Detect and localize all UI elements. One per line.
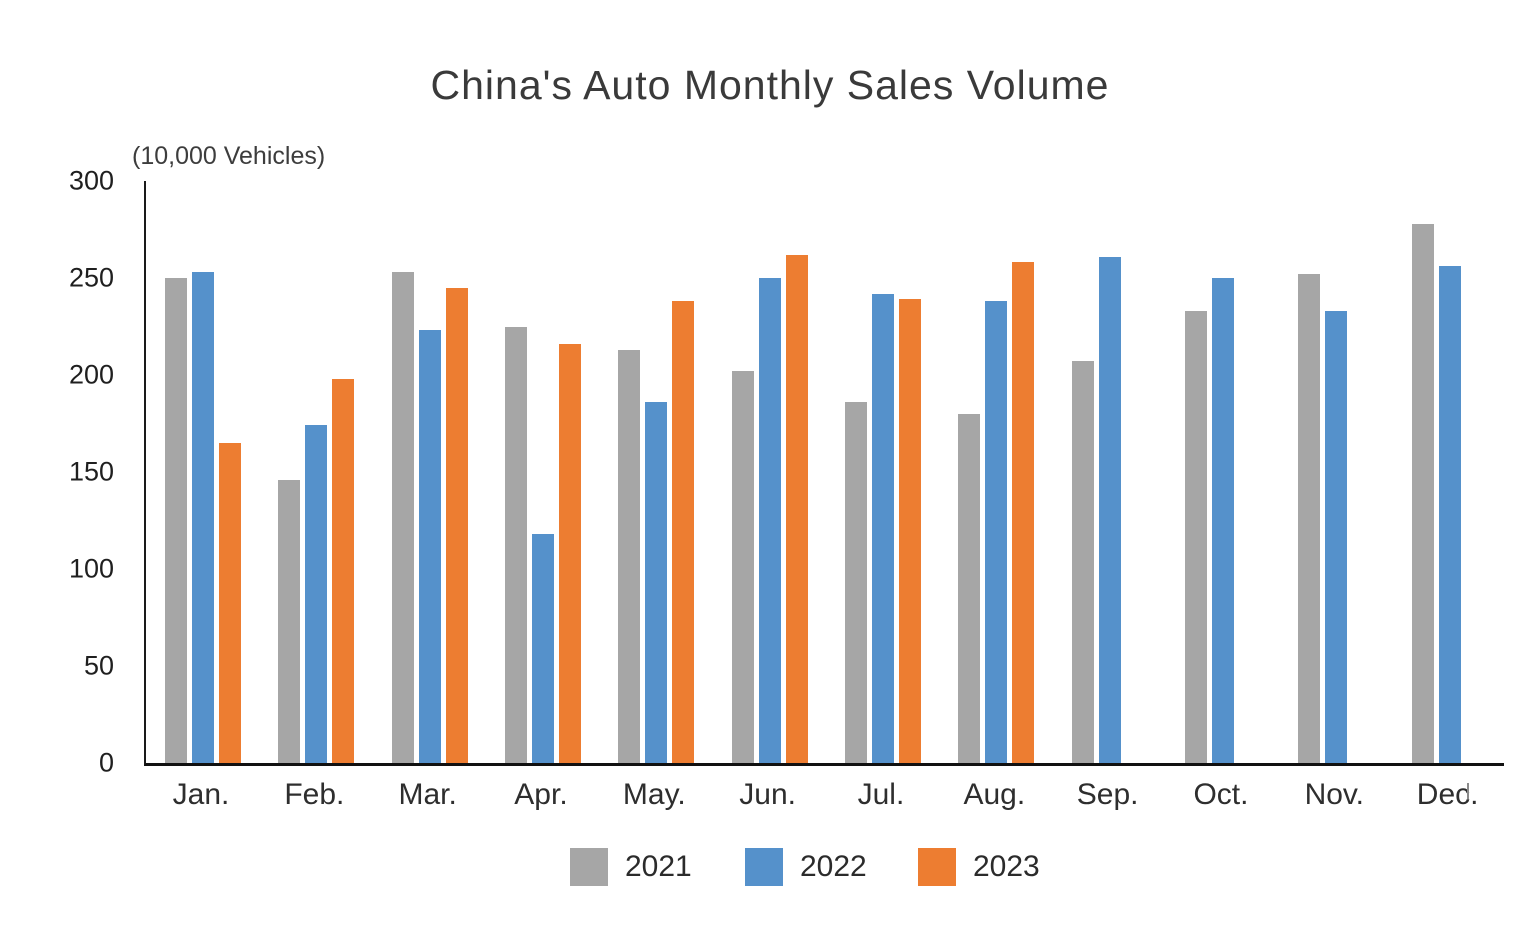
bar-2022-apr [531, 534, 554, 763]
bar-2023-aug [1012, 262, 1035, 763]
x-axis-tick-label-mar: Mar. [398, 778, 457, 811]
y-axis-tick-label-50: 50 [83, 650, 114, 681]
legend-swatch-2023 [918, 848, 956, 886]
bar-2021-mar [391, 272, 414, 763]
legend-label-2021: 2021 [625, 850, 692, 883]
x-axis-tick-label-aug: Aug. [963, 778, 1026, 811]
bar-2021-jun [731, 371, 754, 763]
bar-2022-dec [1438, 266, 1461, 763]
x-axis-tick-label-dec: Dec. [1416, 778, 1479, 811]
bar-2022-may [645, 402, 668, 763]
bar-2021-jul [844, 402, 867, 763]
legend-item-2021: 2021 [570, 848, 692, 886]
bar-2023-jul [898, 299, 921, 763]
x-axis-tick-label-sep: Sep. [1076, 778, 1139, 811]
bar-2021-oct [1184, 310, 1207, 763]
bar-2022-sep [1098, 256, 1121, 763]
y-axis-tick-label-300: 300 [68, 165, 114, 196]
legend-label-2022: 2022 [800, 850, 867, 883]
bar-2022-feb [305, 425, 328, 763]
legend-swatch-2022 [745, 848, 783, 886]
bar-2021-apr [504, 326, 527, 763]
bar-2023-apr [558, 343, 581, 763]
bar-2021-nov [1298, 274, 1321, 763]
y-axis-tick-label-150: 150 [68, 456, 114, 487]
bar-2021-may [618, 349, 641, 763]
bar-2023-feb [332, 378, 355, 763]
y-axis-tick-label-200: 200 [68, 359, 114, 390]
x-axis-tick-label-jun: Jun. [739, 778, 796, 811]
y-axis-tick-label-100: 100 [68, 553, 114, 584]
bar-2023-jan [219, 442, 241, 763]
x-axis-tick-label-may: May. [622, 778, 686, 811]
bar-2022-nov [1325, 310, 1348, 763]
bar-2022-aug [985, 301, 1008, 763]
chart-title: China's Auto Monthly Sales Volume [430, 62, 1110, 108]
bar-2022-mar [418, 330, 441, 763]
x-axis-tick-label-apr: Apr. [514, 778, 568, 811]
x-axis-tick-label-oct: Oct. [1193, 778, 1249, 811]
bar-2021-sep [1071, 361, 1094, 763]
bar-2021-dec [1411, 223, 1434, 763]
x-axis-tick-label-nov: Nov. [1304, 778, 1365, 811]
y-axis-unit-label: (10,000 Vehicles) [132, 142, 326, 170]
plot-area [144, 181, 1504, 766]
bar-2022-oct [1211, 278, 1234, 763]
legend-item-2022: 2022 [745, 848, 867, 886]
x-axis-tick-label-jan: Jan. [172, 778, 230, 811]
legend-swatch-2021 [570, 848, 608, 886]
x-axis-tick-label-jul: Jul. [857, 778, 905, 811]
axis-end-tick [1467, 783, 1469, 799]
legend-label-2023: 2023 [973, 850, 1040, 883]
bar-2021-jan [165, 278, 187, 763]
y-axis-tick-label-250: 250 [68, 262, 114, 293]
bar-2022-jan [192, 272, 214, 763]
bar-2023-may [672, 301, 695, 763]
bar-2023-jun [785, 254, 808, 763]
y-axis-tick-label-0: 0 [98, 747, 114, 778]
x-axis-tick-label-feb: Feb. [284, 778, 345, 811]
bar-2021-aug [958, 413, 981, 763]
bar-2021-feb [278, 479, 301, 763]
bar-2023-mar [445, 287, 468, 763]
bar-2022-jul [871, 293, 894, 763]
legend-item-2023: 2023 [918, 848, 1040, 886]
bar-2022-jun [758, 278, 781, 763]
